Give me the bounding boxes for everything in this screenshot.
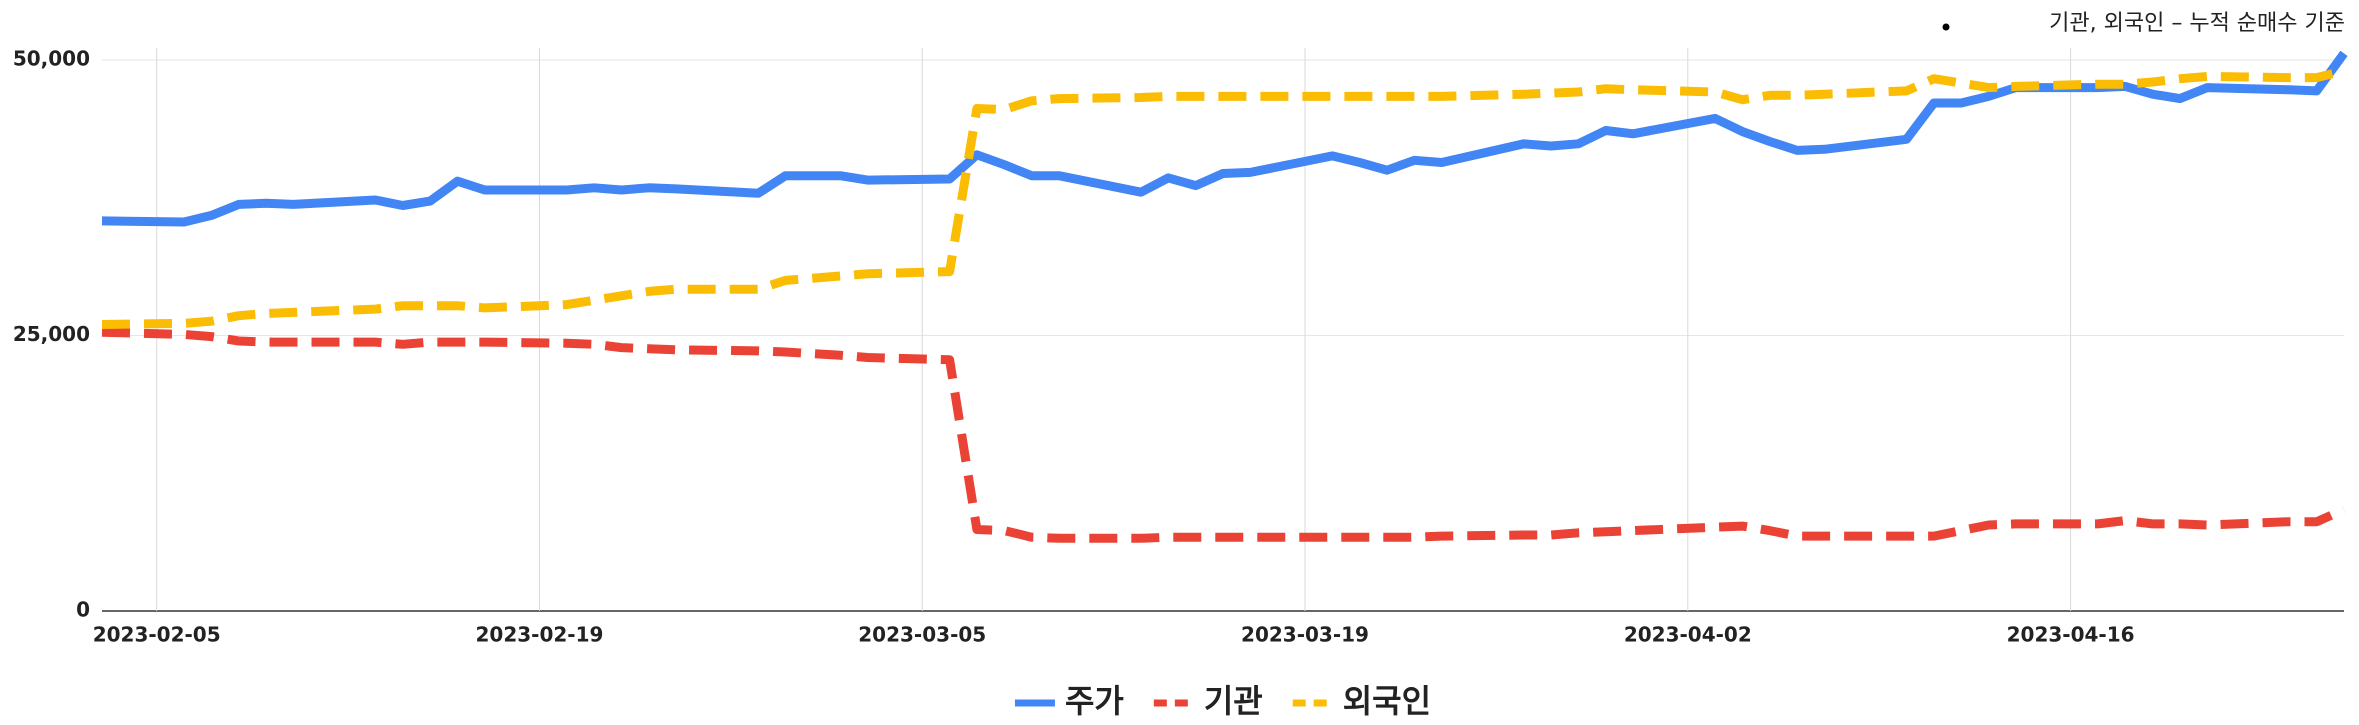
legend-label: 주가 bbox=[1065, 682, 1124, 720]
annotation: 기관, 외국인 – 누적 순매수 기준 bbox=[2049, 11, 2345, 36]
data-line bbox=[101, 66, 2346, 329]
data-line bbox=[101, 327, 2346, 543]
legend-label: 외국인 bbox=[1343, 682, 1431, 720]
data-line bbox=[101, 50, 2348, 227]
y-tick-label: 0 bbox=[76, 598, 90, 622]
x-tick-label: 2023-03-19 bbox=[1241, 623, 1369, 647]
annotation-bullet bbox=[1942, 23, 1950, 31]
x-tick-label: 2023-02-19 bbox=[475, 623, 603, 647]
legend-label: 기관 bbox=[1204, 682, 1263, 720]
x-tick-label: 2023-04-02 bbox=[1624, 623, 1752, 647]
legend: 주가 기관 외국인 bbox=[1014, 682, 1431, 720]
y-tick-label: 25,000 bbox=[13, 322, 90, 346]
x-tick-label: 2023-04-16 bbox=[2007, 623, 2135, 647]
x-tick-label: 2023-03-05 bbox=[858, 623, 986, 647]
y-tick-label: 50,000 bbox=[13, 47, 90, 71]
x-tick-label: 2023-02-05 bbox=[93, 623, 221, 647]
